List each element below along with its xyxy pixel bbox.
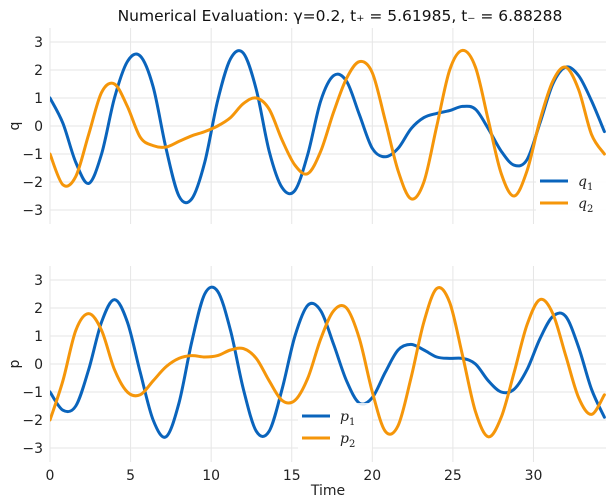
x-tick-label: 10 <box>202 468 220 484</box>
x-tick-label: 30 <box>525 468 543 484</box>
bottom-y-tick-label: −2 <box>22 413 43 429</box>
top-legend-box <box>536 168 606 216</box>
x-tick-label: 25 <box>444 468 462 484</box>
legend-subscript: 1 <box>587 182 593 193</box>
chart-title: Numerical Evaluation: γ=0.2, t₊ = 5.6198… <box>118 7 563 25</box>
x-tick-label: 5 <box>126 468 135 484</box>
bottom-y-tick-label: 3 <box>34 273 43 289</box>
series-line-q2 <box>50 48 606 201</box>
bottom-y-tick-label: 2 <box>34 301 43 317</box>
top-y-tick-label: −1 <box>22 147 43 163</box>
bottom-y-tick-label: 1 <box>34 329 43 345</box>
top-y-tick-label: −3 <box>22 203 43 219</box>
series-line-p2 <box>50 286 606 439</box>
legend-subscript: 1 <box>349 417 355 428</box>
bottom-y-tick-label: −3 <box>22 441 43 457</box>
bottom-y-axis-title: p <box>7 359 23 368</box>
top-y-axis-title: q <box>7 122 23 131</box>
bottom-y-tick-label: 0 <box>34 357 43 373</box>
top-y-tick-label: 1 <box>34 91 43 107</box>
x-axis-title: Time <box>310 483 345 499</box>
bottom-y-tick-label: −1 <box>22 385 43 401</box>
x-tick-label: 0 <box>46 468 55 484</box>
top-y-tick-label: −2 <box>22 175 43 191</box>
x-tick-label: 20 <box>363 468 381 484</box>
legend-subscript: 2 <box>587 204 593 215</box>
top-y-tick-label: 0 <box>34 119 43 135</box>
legend-subscript: 2 <box>349 439 355 450</box>
series-line-q1 <box>50 49 606 205</box>
top-y-tick-label: 2 <box>34 63 43 79</box>
x-tick-label: 15 <box>283 468 301 484</box>
top-y-tick-label: 3 <box>34 35 43 51</box>
bottom-legend-box <box>298 403 372 451</box>
